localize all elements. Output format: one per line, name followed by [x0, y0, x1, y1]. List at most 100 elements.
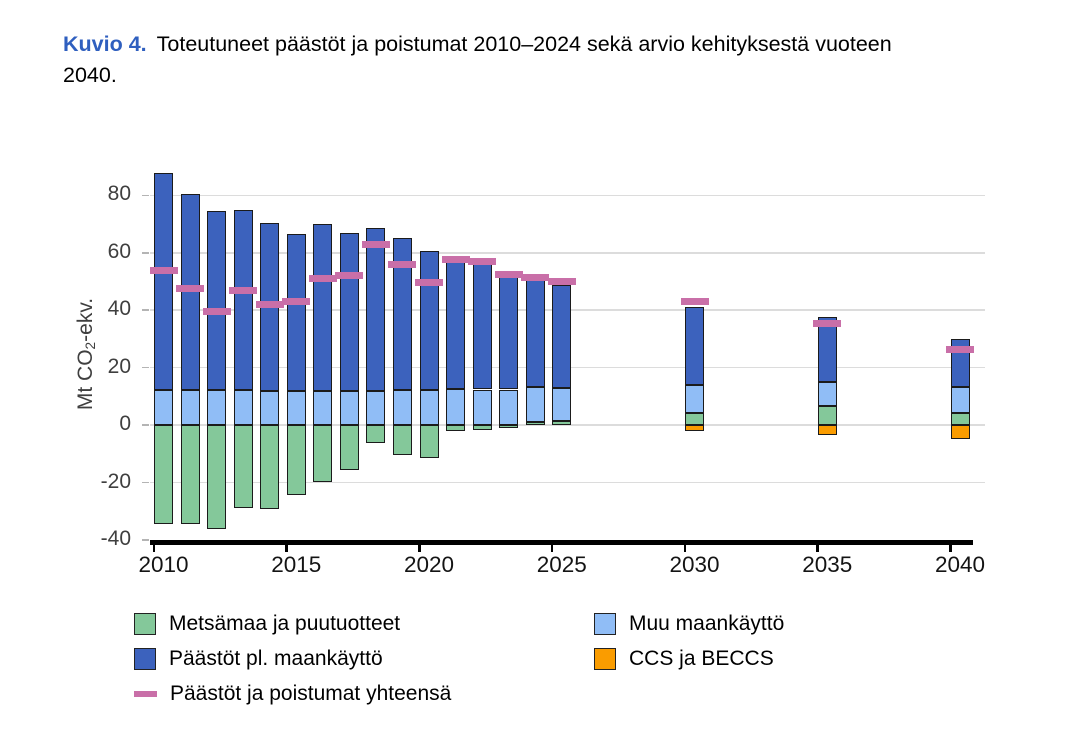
gridline — [150, 481, 985, 484]
legend-swatch-other_land — [594, 612, 616, 635]
bar-segment-forest — [366, 425, 386, 444]
total-dash — [468, 257, 497, 265]
total-dash — [335, 272, 364, 280]
bar-segment-forest — [286, 425, 306, 496]
x-tick-mark — [949, 544, 952, 552]
total-dash — [202, 308, 231, 316]
legend-label: Muu maankäyttö — [629, 611, 785, 635]
x-axis-line — [150, 540, 973, 545]
bar-segment-other_land — [685, 385, 704, 413]
x-tick-mark — [418, 544, 421, 552]
bar-segment-emissions — [207, 211, 227, 391]
legend-label: Metsämaa ja puutuotteet — [169, 611, 401, 635]
y-tick-label: 20 — [107, 354, 131, 378]
bar-segment-other_land — [260, 390, 280, 426]
total-dash — [813, 319, 842, 327]
total-dash — [547, 278, 576, 286]
bar-segment-emissions — [313, 224, 333, 391]
bar-segment-forest — [950, 412, 970, 426]
total-dash — [388, 260, 417, 268]
bar-segment-forest — [472, 425, 492, 430]
bar-segment-other_land — [313, 390, 333, 426]
y-tick-mark — [142, 481, 149, 484]
bar-segment-forest — [233, 425, 253, 509]
bar-segment-emissions — [446, 257, 466, 390]
x-tick-mark — [152, 544, 155, 552]
bar-segment-emissions — [419, 251, 439, 390]
bar-segment-other_land — [392, 390, 412, 426]
total-dash — [946, 345, 974, 353]
bar-segment-forest — [313, 425, 333, 482]
bar-segment-emissions — [472, 261, 492, 390]
bar-segment-forest — [180, 425, 200, 525]
bar-segment-other_land — [339, 390, 359, 426]
bar-segment-forest — [817, 406, 837, 426]
figure-title-line2: 2040. — [63, 63, 117, 87]
x-tick-mark — [683, 544, 686, 552]
bar-segment-other_land — [525, 387, 545, 422]
legend-item-other_land: Muu maankäyttö — [594, 606, 784, 641]
bar-segment-forest — [339, 425, 359, 471]
legend-swatch-ccs — [594, 647, 616, 670]
bar-segment-emissions — [552, 284, 572, 388]
x-tick-label: 2040 — [934, 552, 986, 577]
total-dash — [229, 286, 258, 294]
bar-segment-emissions — [817, 317, 837, 383]
bar-segment-forest — [154, 425, 173, 525]
total-dash — [149, 266, 178, 274]
bar-segment-forest — [685, 412, 704, 426]
y-tick-label: -20 — [100, 469, 131, 493]
bar-segment-forest — [419, 425, 439, 458]
bar-segment-emissions — [286, 234, 306, 392]
bar-segment-other_land — [419, 389, 439, 426]
total-dash — [308, 275, 337, 283]
bar-segment-other_land — [286, 391, 306, 426]
total-dash — [176, 285, 205, 293]
total-dash — [415, 279, 443, 287]
gridline — [150, 194, 985, 197]
legend-item-ccs: CCS ja BECCS — [594, 641, 784, 676]
bar-segment-forest — [260, 425, 280, 510]
y-tick-label: -40 — [100, 527, 131, 550]
y-tick-mark — [142, 194, 149, 197]
legend-item-forest: Metsämaa ja puutuotteet — [134, 606, 451, 641]
bar-segment-emissions — [339, 232, 359, 391]
y-tick-mark — [142, 252, 149, 254]
bar-segment-other_land — [207, 390, 227, 426]
y-tick-label: 80 — [107, 182, 131, 206]
bar-segment-other_land — [817, 382, 837, 407]
figure-title-text: Toteutuneet päästöt ja poistumat 2010–20… — [156, 32, 892, 56]
bar-segment-emissions — [392, 238, 412, 391]
total-dash — [361, 240, 390, 248]
total-dash — [521, 273, 550, 281]
legend-item-emissions: Päästöt pl. maankäyttö — [134, 641, 451, 676]
bar-segment-other_land — [366, 390, 386, 426]
legend-swatch-forest — [134, 612, 156, 635]
legend-column: Muu maankäyttö CCS ja BECCS — [594, 606, 784, 676]
bar-segment-emissions — [685, 307, 704, 386]
x-tick-mark — [816, 544, 819, 552]
gridline — [150, 252, 985, 254]
bar-segment-forest — [392, 425, 412, 456]
total-dash — [255, 300, 284, 308]
y-tick-mark — [142, 539, 149, 541]
bar-segment-forest — [499, 425, 519, 428]
y-tick-mark — [142, 366, 149, 369]
gridline — [150, 424, 985, 426]
x-tick-label: 2010 — [138, 552, 189, 577]
legend-swatch-emissions — [134, 647, 156, 670]
figure-label: Kuvio 4. — [63, 32, 147, 56]
bar-segment-emissions — [366, 228, 386, 391]
bar-segment-other_land — [446, 389, 466, 426]
bar-segment-other_land — [180, 389, 200, 426]
y-tick-label: 40 — [107, 297, 131, 321]
y-tick-label: 0 — [119, 412, 131, 436]
figure-title: Kuvio 4. Toteutuneet päästöt ja poistumat… — [63, 29, 1043, 91]
legend-dash-swatch-total — [134, 690, 157, 697]
bar-segment-forest — [446, 425, 466, 432]
legend-column: Metsämaa ja puutuotteet Päästöt pl. maank… — [134, 606, 451, 711]
bar-segment-other_land — [472, 389, 492, 426]
bar-segment-other_land — [154, 389, 173, 426]
bar-segment-emissions — [154, 172, 173, 390]
